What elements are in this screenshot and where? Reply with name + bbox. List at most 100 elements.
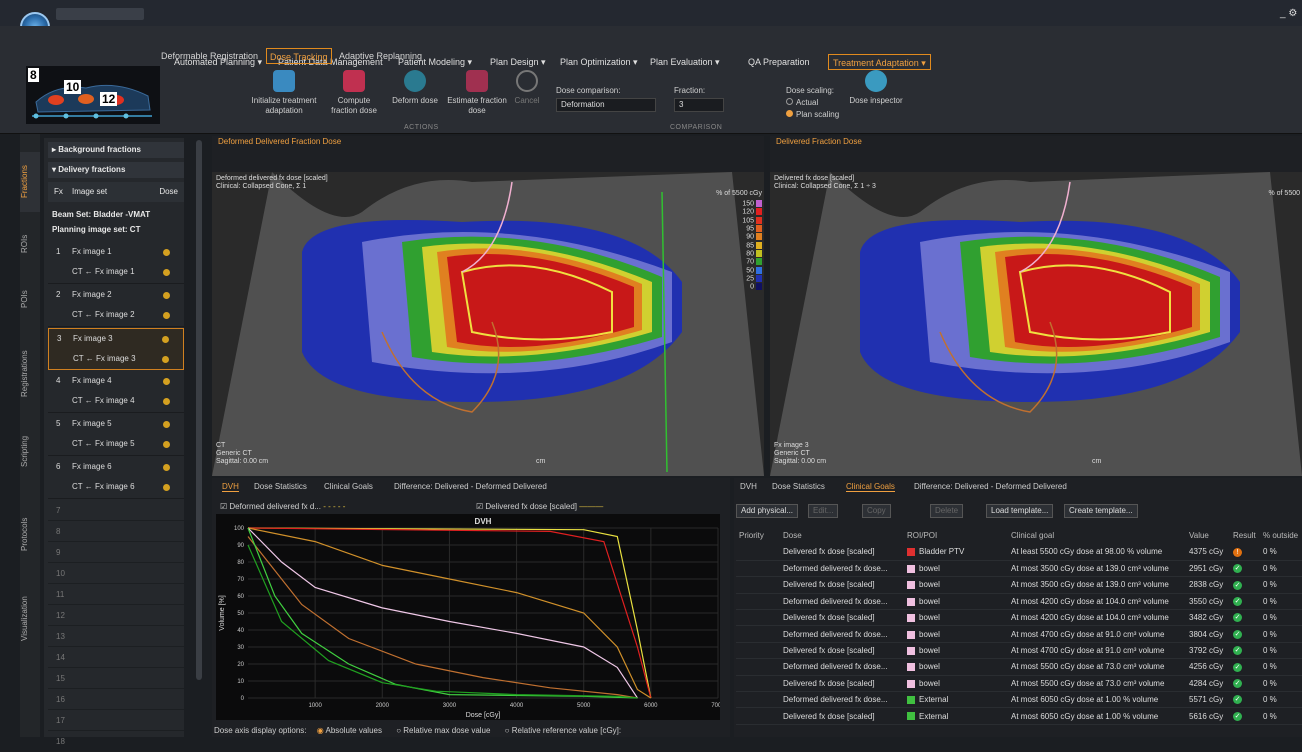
delivery-fractions-header[interactable]: ▾ Delivery fractions — [48, 162, 184, 178]
menu-plan-optimization[interactable]: Plan Optimization ▾ — [560, 57, 638, 67]
dvh-legend-delivered[interactable]: ☑ Delivered fx dose [scaled] ——— — [476, 502, 604, 511]
dose-cell: Delivered fx dose [scaled] — [780, 675, 904, 693]
background-fractions-header[interactable]: ▸ Background fractions — [48, 142, 184, 158]
tab-difference-right[interactable]: Difference: Delivered - Deformed Deliver… — [914, 482, 1067, 491]
fraction-row[interactable]: 1 Fx image 1 CT ← Fx image 1 — [48, 242, 184, 284]
col-dose: Dose — [159, 187, 178, 196]
deform-dose-icon — [404, 70, 426, 92]
empty-fraction-row[interactable]: 17 — [48, 710, 184, 731]
result-cell: ✓ — [1230, 658, 1260, 676]
vtab-visualization[interactable]: Visualization — [20, 596, 29, 642]
vtab-registrations[interactable]: Registrations — [20, 350, 29, 398]
col-roi[interactable]: ROI/POI — [907, 530, 938, 540]
dose-inspector-button[interactable]: Dose inspector — [848, 70, 904, 106]
empty-fraction-row[interactable]: 8 — [48, 521, 184, 542]
vtab-rois[interactable]: ROIs — [20, 234, 29, 254]
empty-fraction-row[interactable]: 14 — [48, 647, 184, 668]
tab-dose-tracking[interactable]: Dose Tracking — [266, 48, 332, 64]
tab-dose-statistics[interactable]: Dose Statistics — [254, 482, 307, 491]
tab-deformable-registration[interactable]: Deformable Registration — [161, 51, 259, 61]
estimate-dose-icon — [466, 70, 488, 92]
relative-reference-radio[interactable]: ○ Relative reference value [cGy]: — [504, 726, 622, 735]
tab-dose-statistics-right[interactable]: Dose Statistics — [772, 482, 825, 491]
absolute-values-radio[interactable]: ◉ Absolute values — [316, 726, 382, 735]
table-row[interactable]: Delivered fx dose [scaled] External At m… — [736, 707, 1302, 725]
table-row[interactable]: Deformed delivered fx dose... bowel At m… — [736, 560, 1302, 578]
col-dose-right[interactable]: Dose — [783, 530, 802, 540]
table-row[interactable]: Delivered fx dose [scaled] bowel At most… — [736, 609, 1302, 627]
quick-access-toolbar[interactable] — [56, 8, 144, 20]
table-row[interactable]: Delivered fx dose [scaled] bowel At most… — [736, 675, 1302, 693]
menu-automated-planning[interactable]: Automated Planning ▾ — [174, 57, 263, 67]
table-row[interactable]: Delivered fx dose [scaled] Bladder PTV A… — [736, 544, 1302, 561]
table-row[interactable]: Delivered fx dose [scaled] bowel At most… — [736, 642, 1302, 660]
edit-button[interactable]: Edit... — [808, 504, 839, 518]
table-row[interactable]: Deformed delivered fx dose... bowel At m… — [736, 593, 1302, 611]
initialize-treatment-adaptation-button[interactable]: Initialize treatment adaptation — [246, 70, 322, 116]
estimate-fraction-dose-button[interactable]: Estimate fraction dose — [444, 70, 510, 116]
tab-dvh[interactable]: DVH — [222, 482, 239, 492]
table-row[interactable]: Deformed delivered fx dose... bowel At m… — [736, 625, 1302, 643]
copy-button[interactable]: Copy — [862, 504, 891, 518]
tab-difference[interactable]: Difference: Delivered - Deformed Deliver… — [394, 482, 547, 491]
compute-fraction-dose-button[interactable]: Compute fraction dose — [326, 70, 382, 116]
col-value[interactable]: Value — [1189, 530, 1209, 540]
add-physical-button[interactable]: Add physical... — [736, 504, 799, 518]
table-row[interactable]: Delivered fx dose [scaled] bowel At most… — [736, 576, 1302, 594]
empty-fraction-row[interactable]: 9 — [48, 542, 184, 563]
cancel-button[interactable]: Cancel — [512, 70, 542, 106]
empty-fraction-row[interactable]: 18 — [48, 731, 184, 752]
empty-fraction-row[interactable]: 16 — [48, 689, 184, 710]
fraction-row[interactable]: 4 Fx image 4 CT ← Fx image 4 — [48, 371, 184, 413]
actual-radio[interactable]: Actual — [786, 98, 818, 107]
tab-clinical-goals[interactable]: Clinical Goals — [324, 482, 373, 491]
dose-comparison-select[interactable]: Deformation — [556, 98, 656, 112]
dvh-legend-deformed[interactable]: ☑ Deformed delivered fx d... - - - - - — [220, 502, 346, 511]
tab-dvh-right[interactable]: DVH — [740, 482, 757, 491]
menu-plan-design[interactable]: Plan Design ▾ — [490, 57, 546, 67]
vtab-pois[interactable]: POIs — [20, 290, 29, 308]
load-template-button[interactable]: Load template... — [986, 504, 1054, 518]
delete-button[interactable]: Delete — [930, 504, 964, 518]
fraction-select[interactable]: 3 — [674, 98, 724, 112]
relative-max-radio[interactable]: ○ Relative max dose value — [396, 726, 491, 735]
fraction-row[interactable]: 6 Fx image 6 CT ← Fx image 6 — [48, 457, 184, 499]
compute-dose-icon — [343, 70, 365, 92]
col-clinical-goal[interactable]: Clinical goal — [1011, 530, 1055, 540]
create-template-button[interactable]: Create template... — [1064, 504, 1138, 518]
table-row[interactable]: Deformed delivered fx dose... External A… — [736, 691, 1302, 709]
tab-adaptive-replanning[interactable]: Adaptive Replanning — [339, 51, 423, 61]
plan-scaling-radio[interactable]: Plan scaling — [786, 110, 839, 119]
empty-fraction-row[interactable]: 11 — [48, 584, 184, 605]
empty-fraction-row[interactable]: 12 — [48, 605, 184, 626]
table-row[interactable]: Deformed delivered fx dose... bowel At m… — [736, 658, 1302, 676]
menu-qa-preparation[interactable]: QA Preparation — [748, 57, 810, 67]
left-panel-scrollbar[interactable] — [196, 140, 202, 680]
fraction-row[interactable]: 5 Fx image 5 CT ← Fx image 5 — [48, 414, 184, 456]
menu-treatment-adaptation[interactable]: Treatment Adaptation ▾ — [828, 54, 931, 70]
empty-fraction-row[interactable]: 15 — [48, 668, 184, 689]
vtab-fractions[interactable]: Fractions — [20, 152, 40, 212]
vtab-scripting[interactable]: Scripting — [20, 435, 29, 468]
col-priority[interactable]: Priority — [739, 530, 764, 540]
dose-comparison-label: Dose comparison: — [556, 86, 621, 95]
tab-clinical-goals-right[interactable]: Clinical Goals — [846, 482, 895, 492]
empty-fraction-row[interactable]: 7 — [48, 500, 184, 521]
right-viewer-viewport[interactable]: Delivered fx dose [scaled] Clinical: Col… — [770, 172, 1302, 476]
col-result[interactable]: Result — [1233, 530, 1256, 540]
empty-fraction-row[interactable]: 13 — [48, 626, 184, 647]
menu-patient-modeling[interactable]: Patient Modeling ▾ — [398, 57, 473, 67]
vtab-protocols[interactable]: Protocols — [20, 517, 29, 551]
empty-fraction-row[interactable]: 10 — [48, 563, 184, 584]
fraction-row[interactable]: 2 Fx image 2 CT ← Fx image 2 — [48, 285, 184, 327]
col-outside[interactable]: % outside — [1263, 530, 1299, 540]
left-viewer-viewport[interactable]: Deformed delivered fx dose [scaled] Clin… — [212, 172, 764, 476]
deform-dose-button[interactable]: Deform dose — [392, 70, 438, 106]
menu-patient-data-management[interactable]: Patient Data Management — [278, 57, 383, 67]
fraction-thumbnail[interactable]: 8 10 12 — [26, 66, 160, 124]
inspector-label: Dose inspector — [849, 96, 903, 105]
fraction-row[interactable]: 3 Fx image 3 CT ← Fx image 3 — [48, 328, 184, 370]
menu-plan-evaluation[interactable]: Plan Evaluation ▾ — [650, 57, 720, 67]
minimize-button[interactable]: _ ⚙ — [1280, 8, 1298, 19]
